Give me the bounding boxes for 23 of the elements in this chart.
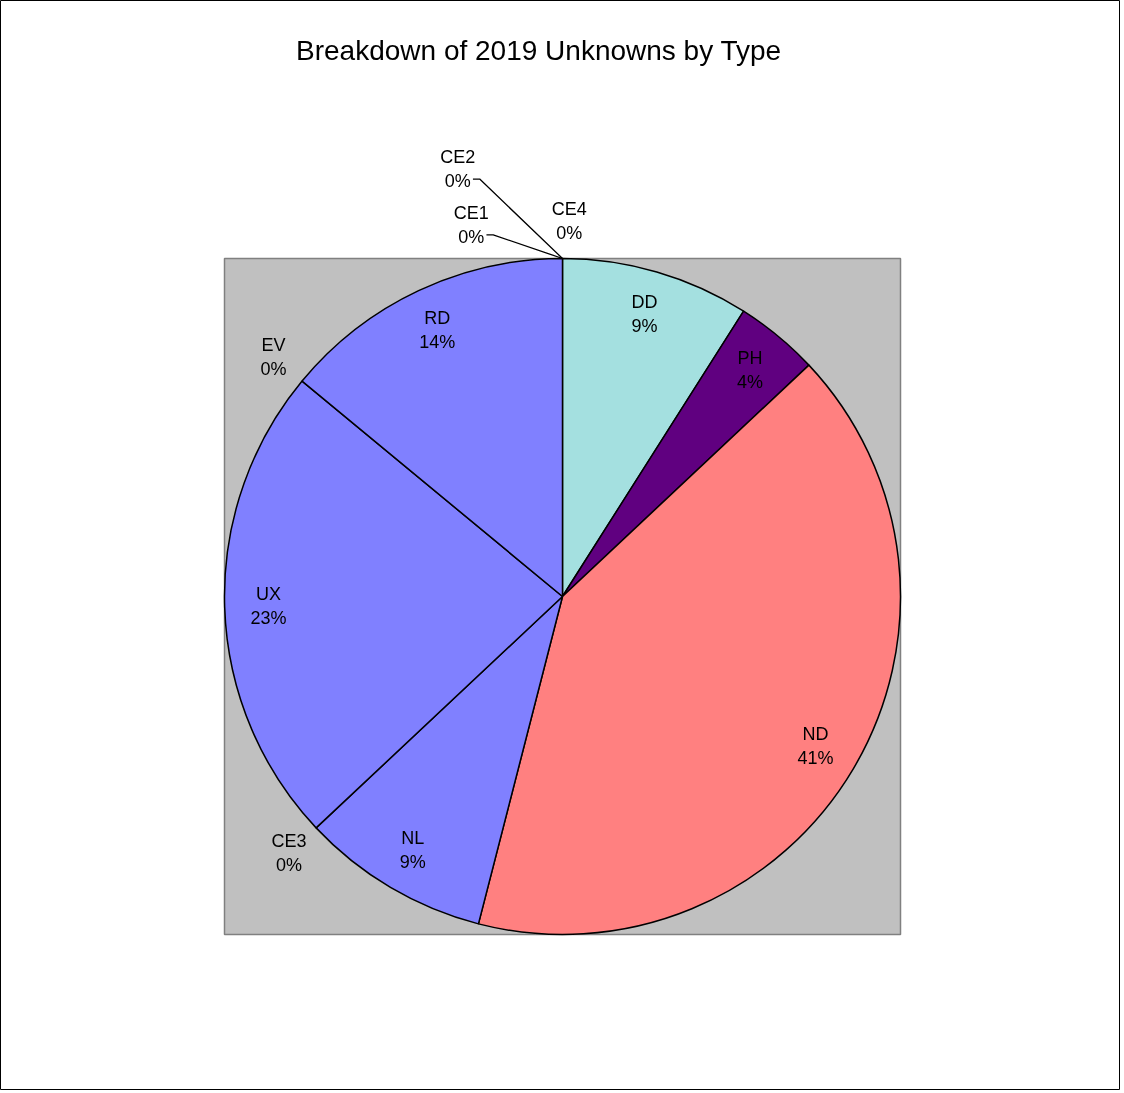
data-label: 23% [250,607,287,628]
data-label: 41% [797,748,834,769]
chart-title: Breakdown of 2019 Unknowns by Type [296,35,782,67]
text: 0% [458,226,485,247]
slice-label: DD [631,292,658,313]
category-label: CE1 [453,202,489,223]
category-label: CE2 [440,146,476,167]
data-label: 9% [631,316,658,337]
slice-label: RD [424,308,451,329]
data-label: 9% [399,851,426,872]
data-label: 4% [736,371,763,392]
category-label: EV [261,335,286,356]
text: 0% [556,223,583,244]
slice-label: UX [256,583,282,604]
slice-label: ND [802,724,829,745]
text: 0% [260,359,287,380]
data-label: 14% [419,332,456,353]
slice-label: NL [401,827,425,848]
slice-label: PH [737,347,763,368]
category-label: CE3 [271,831,307,852]
text: 0% [444,170,471,191]
category-label: CE4 [551,199,587,220]
text: 0% [276,855,303,876]
